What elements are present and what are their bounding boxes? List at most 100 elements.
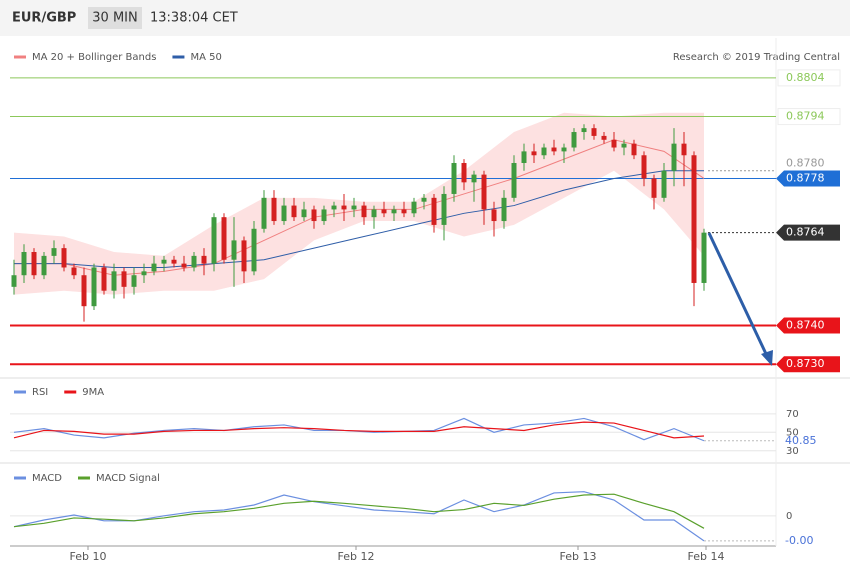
candle-body (451, 162, 457, 194)
candle-body (661, 170, 667, 198)
candle-body (361, 205, 367, 218)
ma-line (14, 170, 704, 268)
level-label: 0.8794 (786, 110, 825, 123)
level-tag (776, 224, 840, 241)
y-tick-label: 70 (786, 409, 799, 420)
level-tag (776, 356, 840, 373)
candle-body (681, 143, 687, 156)
current-label: 40.85 (785, 434, 817, 447)
candle-body (211, 217, 217, 264)
candle-body (471, 174, 477, 183)
symbol: EUR/GBP (12, 11, 76, 26)
candle-body (221, 217, 227, 260)
level-label: 0.8740 (786, 319, 825, 332)
candle-body (571, 132, 577, 148)
level-tag (777, 108, 841, 126)
candle-body (611, 139, 617, 148)
timeframe-box (88, 7, 142, 29)
candle-body (291, 205, 297, 218)
candle-body (381, 209, 387, 214)
candle-body (341, 205, 347, 210)
candle-body (501, 197, 507, 222)
candle-body (241, 240, 247, 272)
candle-body (41, 255, 47, 276)
candle-body (91, 267, 97, 307)
candle-body (111, 271, 117, 291)
legend-label: MA 20 + Bollinger Bands (32, 52, 156, 63)
bollinger-band (14, 112, 704, 295)
level-tag (776, 170, 840, 187)
level-label: 0.8804 (786, 71, 825, 84)
x-tick-label: Feb 13 (560, 550, 597, 563)
candle-body (601, 135, 607, 140)
candle-body (441, 193, 447, 225)
candle-body (171, 259, 177, 264)
candle-body (11, 275, 17, 287)
candle-body (71, 267, 77, 276)
x-tick-label: Feb 12 (338, 550, 375, 563)
candle-body (191, 255, 197, 268)
current-label: -0.00 (785, 534, 813, 547)
level-label: 0.8778 (786, 171, 825, 184)
candle-body (491, 209, 497, 222)
legend-label: MACD (32, 473, 62, 484)
candle-body (301, 209, 307, 218)
legend-label: 9MA (82, 387, 104, 398)
candle-body (141, 271, 147, 276)
candle-body (561, 147, 567, 152)
candle-body (261, 197, 267, 229)
candle-body (321, 209, 327, 222)
candle-body (551, 147, 557, 152)
level-tag (776, 317, 840, 334)
level-label: 0.8780 (786, 157, 825, 170)
candle-body (31, 252, 37, 276)
y-tick-label: 50 (786, 427, 799, 438)
candle-body (391, 209, 397, 214)
indicator-line (13, 493, 705, 529)
forecast-arrow (707, 232, 769, 357)
timeframe: 30 MIN (92, 11, 137, 26)
candle-body (51, 248, 57, 256)
candle-body (61, 248, 67, 268)
candle-body (131, 275, 137, 287)
candle-body (201, 255, 207, 264)
candle-body (591, 128, 597, 136)
candle-body (431, 197, 437, 225)
candle-body (541, 147, 547, 156)
candle-body (121, 271, 127, 287)
candle-body (81, 275, 87, 307)
candle-body (151, 263, 157, 272)
level-tag (777, 69, 841, 87)
candle-body (411, 201, 417, 214)
candle-body (21, 252, 27, 276)
candle-body (481, 174, 487, 210)
x-tick-label: Feb 14 (688, 550, 725, 563)
candle-body (581, 128, 587, 133)
candle-body (641, 155, 647, 179)
indicator-line (13, 417, 705, 442)
candle-body (231, 240, 237, 260)
candle-body (621, 143, 627, 148)
candle-body (281, 205, 287, 222)
source: Research © 2019 Trading Central (673, 52, 840, 63)
candle-body (531, 151, 537, 156)
candle-body (251, 228, 257, 272)
candle-body (271, 197, 277, 222)
candle-body (401, 209, 407, 214)
candle-body (521, 151, 527, 163)
candle-body (651, 178, 657, 198)
level-label: 0.8764 (786, 226, 825, 239)
candle-body (421, 197, 427, 202)
candle-body (691, 155, 697, 283)
legend-label: MACD Signal (96, 473, 160, 484)
candle-body (631, 143, 637, 156)
candle-body (351, 205, 357, 210)
candle-body (511, 162, 517, 198)
candle-body (101, 267, 107, 291)
forecast-arrowhead (761, 350, 773, 366)
candle-body (701, 232, 707, 283)
y-tick-label: 30 (786, 446, 799, 457)
candle-body (311, 209, 317, 222)
candle-body (461, 162, 467, 183)
